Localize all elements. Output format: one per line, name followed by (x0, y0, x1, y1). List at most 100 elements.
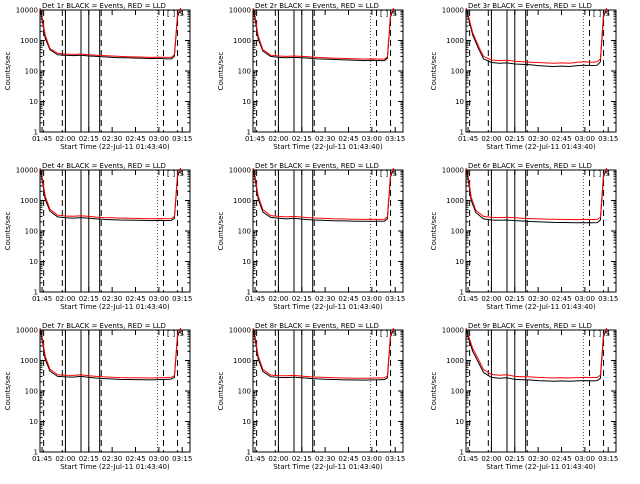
x-tick-label: 02:30 (102, 135, 122, 143)
panel-9: Det 9r BLACK = Events, RED = LLD[] S11010… (430, 322, 618, 471)
flag-label: [ (167, 170, 170, 178)
y-tick-label: 10000 (16, 327, 38, 335)
x-tick-label: 02:00 (481, 455, 501, 463)
y-tick-label: 10000 (442, 167, 464, 175)
panel-title: Det 6r BLACK = Events, RED = LLD (468, 162, 592, 170)
x-axis-label: Start Time (22-Jul-11 01:43:40) (60, 463, 170, 471)
panel-title: Det 2r BLACK = Events, RED = LLD (255, 2, 379, 10)
y-tick-label: 100 (238, 68, 251, 76)
y-tick-label: 100 (451, 388, 464, 396)
x-tick-label: 02:30 (528, 295, 548, 303)
y-tick-label: 1 (34, 289, 38, 297)
x-tick-label: 02:15 (79, 295, 99, 303)
x-tick-label: 02:30 (528, 135, 548, 143)
flag-label: ] (172, 10, 175, 18)
x-tick-label: 02:00 (55, 295, 75, 303)
y-tick-label: 1 (460, 289, 464, 297)
y-tick-label: 1000 (20, 357, 38, 365)
panel-title: Det 7r BLACK = Events, RED = LLD (42, 322, 166, 330)
x-tick-label: 03:15 (598, 295, 618, 303)
flag-label: [ (593, 170, 596, 178)
y-tick-label: 10000 (442, 327, 464, 335)
series-lld (252, 7, 395, 60)
y-tick-label: 10000 (229, 167, 251, 175)
y-tick-label: 10000 (442, 7, 464, 15)
x-tick-label: 02:00 (481, 295, 501, 303)
flag-label: ] (385, 330, 388, 338)
x-tick-label: 02:45 (125, 455, 145, 463)
x-tick-label: 02:45 (338, 295, 358, 303)
y-axis-label: Counts/sec (217, 212, 225, 251)
x-tick-label: 02:45 (338, 455, 358, 463)
x-tick-label: 01:45 (32, 455, 52, 463)
x-tick-label: 02:45 (551, 455, 571, 463)
panel-1: Det 1r BLACK = Events, RED = LLD[] S11010… (4, 2, 192, 151)
x-tick-label: 03:15 (598, 455, 618, 463)
y-tick-label: 1000 (20, 37, 38, 45)
flag-label: [ (593, 330, 596, 338)
y-tick-label: 1000 (446, 357, 464, 365)
x-tick-label: 03:15 (385, 455, 405, 463)
x-tick-label: 02:15 (505, 135, 525, 143)
y-tick-label: 10 (242, 258, 251, 266)
x-tick-label: 02:30 (528, 455, 548, 463)
series-lld (252, 327, 395, 379)
x-tick-label: 02:00 (268, 135, 288, 143)
x-tick-label: 03:00 (575, 295, 595, 303)
x-axis-label: Start Time (22-Jul-11 01:43:40) (273, 463, 383, 471)
flag-label: ] (598, 170, 601, 178)
x-tick-label: 02:30 (315, 295, 335, 303)
series-events (465, 168, 608, 224)
x-tick-label: 03:15 (172, 295, 192, 303)
x-tick-label: 03:00 (362, 135, 382, 143)
x-axis-label: Start Time (22-Jul-11 01:43:40) (60, 143, 170, 151)
series-lld (465, 327, 608, 379)
x-tick-label: 01:45 (458, 295, 478, 303)
x-tick-label: 02:45 (125, 295, 145, 303)
panel-5: Det 5r BLACK = Events, RED = LLD[] S11010… (217, 162, 405, 311)
x-tick-label: 03:00 (149, 135, 169, 143)
flag-label: [ (380, 170, 383, 178)
y-tick-label: 100 (25, 228, 38, 236)
y-tick-label: 10000 (229, 7, 251, 15)
series-events (465, 8, 608, 68)
panel-title: Det 1r BLACK = Events, RED = LLD (42, 2, 166, 10)
y-tick-label: 100 (451, 68, 464, 76)
flag-label: ] (385, 10, 388, 18)
x-tick-label: 02:30 (315, 135, 335, 143)
series-events (252, 8, 395, 62)
panel-6: Det 6r BLACK = Events, RED = LLD[] S11010… (430, 162, 618, 311)
x-tick-label: 03:15 (385, 295, 405, 303)
x-tick-label: 03:00 (575, 135, 595, 143)
series-lld (39, 7, 182, 58)
x-tick-label: 02:15 (505, 295, 525, 303)
series-lld (465, 167, 608, 221)
y-axis-label: Counts/sec (217, 372, 225, 411)
y-axis-label: Counts/sec (4, 372, 12, 411)
x-tick-label: 02:00 (481, 135, 501, 143)
series-events (252, 168, 395, 222)
x-tick-label: 02:45 (551, 295, 571, 303)
y-tick-label: 1 (460, 129, 464, 137)
x-tick-label: 03:15 (598, 135, 618, 143)
x-tick-label: 02:15 (79, 455, 99, 463)
x-tick-label: 02:45 (551, 135, 571, 143)
y-tick-label: 1000 (233, 197, 251, 205)
x-tick-label: 01:45 (458, 455, 478, 463)
series-lld (465, 7, 608, 64)
flag-label: ] (172, 330, 175, 338)
series-events (39, 8, 182, 60)
flag-label: ] (172, 170, 175, 178)
x-tick-label: 02:15 (292, 295, 312, 303)
series-events (465, 328, 608, 382)
panel-title: Det 4r BLACK = Events, RED = LLD (42, 162, 166, 170)
y-tick-label: 10 (29, 258, 38, 266)
y-tick-label: 1 (460, 449, 464, 457)
y-axis-label: Counts/sec (217, 52, 225, 91)
panel-title: Det 5r BLACK = Events, RED = LLD (255, 162, 379, 170)
y-tick-label: 10 (455, 418, 464, 426)
y-axis-label: Counts/sec (4, 212, 12, 251)
x-axis-label: Start Time (22-Jul-11 01:43:40) (486, 303, 596, 311)
y-tick-label: 1000 (446, 197, 464, 205)
